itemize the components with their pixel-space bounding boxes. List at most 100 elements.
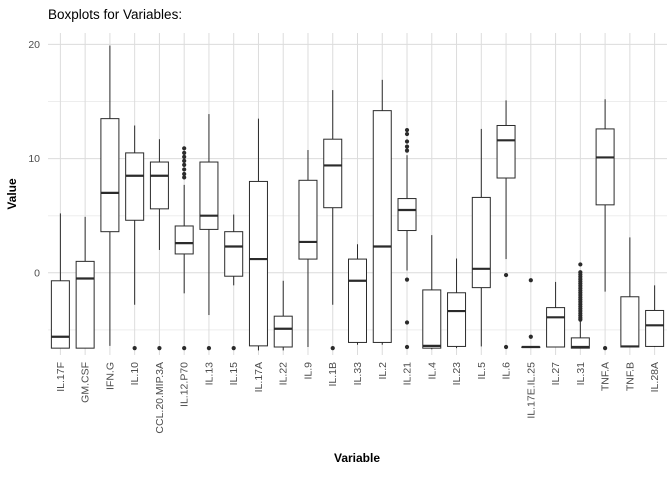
- iqr-box: [620, 296, 640, 348]
- iqr-box: [397, 198, 417, 232]
- boxplot-TNF.B: [620, 237, 640, 348]
- boxplot-IL.23: [447, 258, 467, 349]
- iqr-box: [298, 179, 318, 260]
- x-tick-label: IL.6: [501, 362, 513, 380]
- boxplot-IL.22: [273, 280, 293, 351]
- boxplot-IL.6: [496, 100, 516, 350]
- outlier-point: [503, 344, 509, 350]
- x-tick-label: IL.21: [402, 362, 414, 386]
- iqr-box: [348, 258, 367, 343]
- x-tick-label: IL.4: [426, 362, 438, 380]
- y-tick-label: 10: [28, 153, 40, 165]
- x-tick-label: IL.10: [129, 362, 141, 386]
- x-tick-label: TNF.A: [600, 362, 612, 391]
- boxplot-IL.17E.IL.25: [521, 278, 541, 349]
- iqr-box: [174, 225, 194, 255]
- x-tick-label: TNF.B: [624, 362, 636, 391]
- x-tick-label: IL.22: [278, 362, 290, 386]
- boxplot-IL.13: [199, 114, 219, 351]
- iqr-box: [75, 260, 95, 349]
- boxplot-CCL.20.MIP.3A: [149, 139, 169, 351]
- boxplot-IL.27: [546, 281, 566, 348]
- boxplot-GM.CSF: [75, 216, 95, 349]
- boxplot-IL.31: [570, 262, 590, 349]
- x-tick-label: IL.23: [451, 362, 463, 386]
- iqr-box: [323, 138, 343, 209]
- y-tick-label: 0: [34, 267, 40, 279]
- boxplot-IL.12.P70: [174, 146, 194, 351]
- outlier-point: [132, 346, 137, 351]
- x-tick-label: IL.27: [550, 362, 562, 386]
- outlier-point: [182, 146, 187, 151]
- iqr-box: [199, 161, 219, 230]
- iqr-box: [447, 292, 467, 347]
- boxplot-IL.2: [372, 79, 392, 345]
- outlier-point: [182, 175, 187, 180]
- x-tick-label: IL.12.P70: [179, 362, 191, 407]
- boxplot-IL.5: [471, 128, 491, 347]
- iqr-box: [50, 280, 70, 349]
- iqr-box: [645, 309, 665, 347]
- boxplot-IL.33: [348, 244, 367, 345]
- outlier-point: [182, 154, 187, 159]
- iqr-box: [224, 231, 244, 277]
- iqr-box: [273, 315, 293, 348]
- boxplot-IL.1B: [323, 90, 343, 351]
- boxplot-TNF.A: [595, 99, 615, 351]
- x-tick-label: IL.28A: [649, 362, 661, 392]
- x-tick-label: IL.15: [228, 362, 240, 386]
- x-axis-title: Variable: [334, 451, 380, 465]
- x-tick-label: IL.2: [377, 362, 389, 380]
- outlier-point: [206, 346, 212, 351]
- boxes: [50, 45, 665, 351]
- chart-title: Boxplots for Variables:: [48, 7, 182, 22]
- outlier-point: [503, 272, 509, 278]
- boxplot-IL.4: [422, 235, 442, 350]
- boxplot-IL.17F: [50, 213, 70, 349]
- iqr-box: [546, 307, 566, 348]
- outlier-point: [528, 278, 533, 283]
- y-tick-label: 20: [28, 39, 40, 51]
- outlier-point: [578, 317, 583, 322]
- outlier-point: [404, 277, 410, 282]
- boxplot-IFN.G: [100, 45, 120, 346]
- outlier-point: [404, 320, 410, 325]
- outlier-point: [182, 346, 187, 351]
- iqr-box: [100, 118, 120, 233]
- boxplot-IL.9: [298, 150, 318, 348]
- x-tick-label: IL.5: [476, 362, 488, 380]
- outlier-point: [330, 346, 335, 351]
- outlier-point: [404, 131, 410, 137]
- y-axis-title: Value: [5, 178, 19, 210]
- outlier-point: [182, 171, 187, 177]
- x-tick-label: IL.9: [302, 362, 314, 380]
- boxplot-IL.17A: [248, 118, 268, 351]
- x-tick-label: GM.CSF: [80, 362, 92, 403]
- boxplot-IL.10: [125, 125, 145, 351]
- iqr-box: [125, 152, 145, 221]
- x-tick-label: IFN.G: [104, 362, 116, 390]
- outlier-point: [404, 148, 410, 153]
- x-tick-label: IL.1B: [327, 362, 339, 387]
- iqr-box: [422, 289, 442, 349]
- outlier-point: [182, 167, 187, 172]
- outlier-point: [578, 262, 583, 267]
- iqr-box: [496, 124, 516, 179]
- outlier-point: [404, 144, 410, 149]
- outlier-point: [182, 150, 187, 155]
- iqr-box: [372, 110, 392, 343]
- x-tick-label: IL.17A: [253, 362, 265, 392]
- iqr-box: [149, 161, 169, 210]
- outlier-point: [404, 344, 410, 350]
- x-tick-label: IL.17E.IL.25: [525, 362, 537, 419]
- axis-tick-labels: 0 10 20 IL.17F GM.CSF IFN.G IL.10 CCL.20.MIP.3A…: [28, 39, 661, 434]
- iqr-box: [595, 128, 615, 206]
- x-tick-label: IL.33: [352, 362, 364, 386]
- boxplot-IL.15: [224, 214, 244, 351]
- iqr-box: [471, 196, 491, 289]
- outlier-point: [404, 127, 410, 133]
- outlier-point: [404, 139, 410, 144]
- outlier-point: [157, 346, 162, 351]
